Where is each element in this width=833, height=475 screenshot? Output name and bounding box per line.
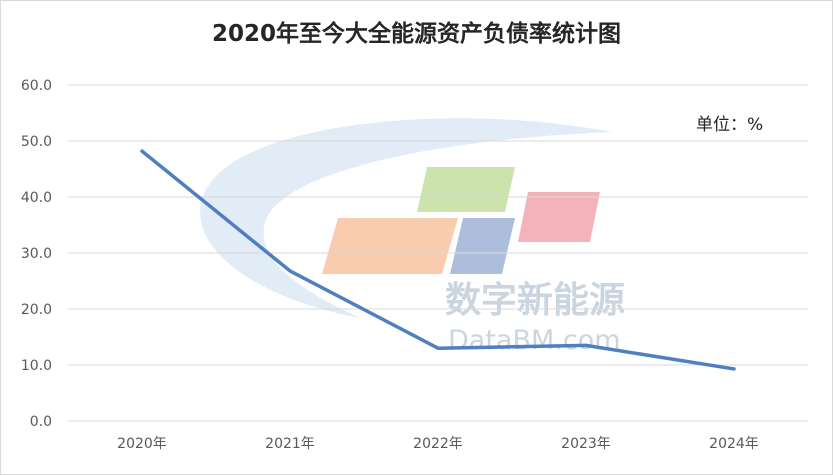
y-tick-label: 60.0 [21,78,52,94]
y-axis-ticks: 0.0 10.0 20.0 30.0 40.0 50.0 60.0 [21,78,52,430]
watermark-orange-block [322,218,458,274]
gridlines [68,84,808,422]
x-tick-label: 2022年 [413,436,463,452]
watermark-swoosh [200,118,612,318]
y-tick-label: 40.0 [21,190,52,206]
watermark-green-block [417,167,515,212]
series-layer [140,149,736,371]
y-tick-label: 0.0 [30,414,52,430]
y-tick-label: 10.0 [21,358,52,374]
x-axis-ticks: 2020年 2021年 2022年 2023年 2024年 [117,436,759,452]
data-point [436,346,440,350]
y-tick-label: 20.0 [21,302,52,318]
y-tick-label: 50.0 [21,134,52,150]
y-tick-label: 30.0 [21,246,52,262]
unit-label: 单位：% [696,115,764,135]
data-point [140,149,144,153]
chart-title: 2020年至今大全能源资产负债率统计图 [211,21,621,47]
x-tick-label: 2023年 [561,436,611,452]
x-tick-label: 2024年 [709,436,759,452]
watermark-logo: 数字新能源 DataBM.com [200,118,625,356]
data-point [732,367,736,371]
watermark-blue-block [450,218,515,274]
x-tick-label: 2021年 [265,436,315,452]
watermark-cn-text: 数字新能源 [445,280,625,321]
data-point [584,343,588,347]
x-tick-label: 2020年 [117,436,167,452]
watermark-en-text: DataBM.com [448,325,621,356]
watermark-red-block [518,192,600,242]
data-point [288,269,292,273]
